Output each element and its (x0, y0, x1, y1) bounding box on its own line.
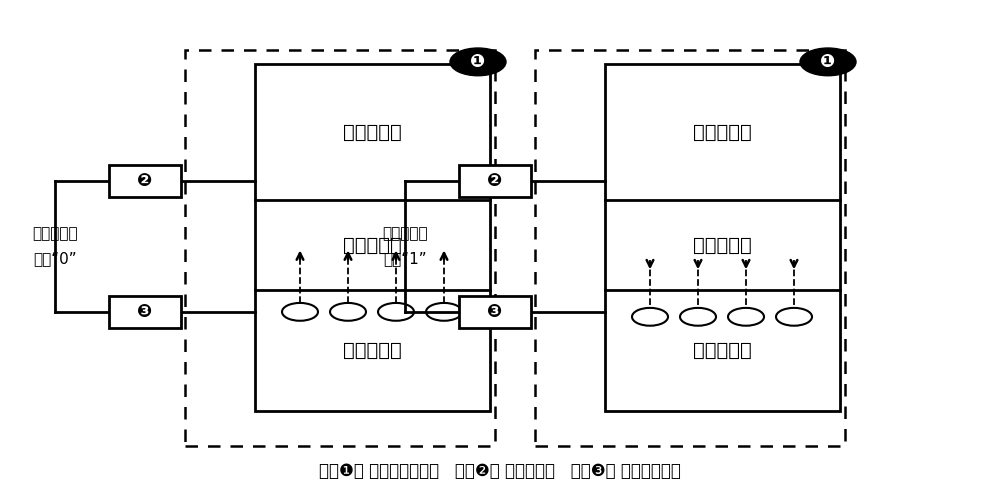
Text: ❶: ❶ (470, 53, 486, 71)
Bar (185, 50, 495, 446)
Text: 相变存储层: 相变存储层 (693, 341, 752, 360)
Bar (255, 64, 490, 411)
Bar (459, 296, 531, 328)
Bar (605, 64, 840, 411)
Bar (109, 296, 181, 328)
Text: ❶: ❶ (820, 53, 836, 71)
Text: ❸: ❸ (487, 303, 503, 321)
Text: 离子传导层: 离子传导层 (693, 236, 752, 254)
Text: 相变显示层: 相变显示层 (693, 123, 752, 142)
Text: 离子传导层: 离子传导层 (343, 236, 402, 254)
Text: 元件❶： 显示存储元件；   元件❷： 电控元件；   元件❸： 记忆存储元件: 元件❶： 显示存储元件； 元件❷： 电控元件； 元件❸： 记忆存储元件 (319, 462, 681, 480)
Circle shape (800, 48, 856, 76)
Bar (459, 164, 531, 197)
Bar (535, 50, 845, 446)
Text: 蓝色高阻态
存储“0”: 蓝色高阻态 存储“0” (32, 227, 78, 266)
Text: 相变显示层: 相变显示层 (343, 123, 402, 142)
Text: 透明低阻态
存储“1”: 透明低阻态 存储“1” (382, 227, 428, 266)
Text: 相变存储层: 相变存储层 (343, 341, 402, 360)
Text: ❷: ❷ (137, 172, 153, 190)
Bar (109, 164, 181, 197)
Text: ❷: ❷ (487, 172, 503, 190)
Text: ❸: ❸ (137, 303, 153, 321)
Circle shape (450, 48, 506, 76)
